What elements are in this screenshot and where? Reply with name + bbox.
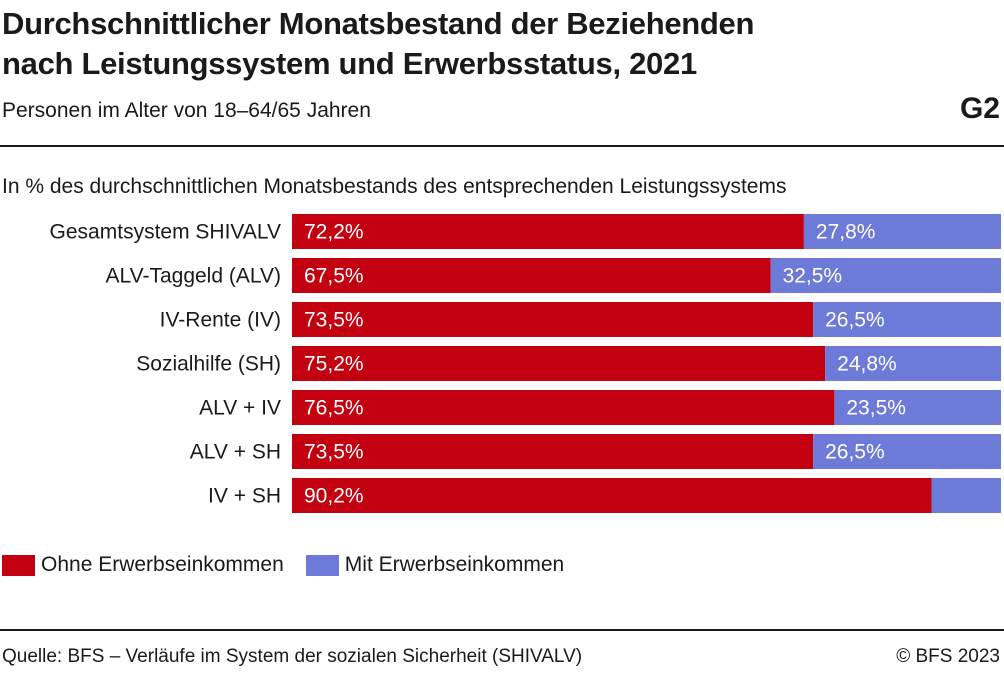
legend-item-ohne: Ohne Erwerbseinkommen (2, 553, 284, 577)
category-label: IV + SH (208, 485, 281, 508)
bar-ohne (292, 258, 771, 293)
bar-ohne (292, 346, 826, 381)
legend: Ohne Erwerbseinkommen Mit Erwerbseinkomm… (2, 553, 586, 577)
copyright: © BFS 2023 (896, 646, 1000, 667)
category-label: Gesamtsystem SHIVALV (50, 221, 281, 244)
chart-title: Durchschnittlicher Monatsbestand der Bez… (2, 4, 902, 84)
data-label-ohne: 73,5% (304, 309, 364, 332)
legend-label-mit: Mit Erwerbseinkommen (344, 553, 565, 576)
category-label: Sozialhilfe (SH) (136, 353, 281, 376)
legend-swatch-ohne (2, 554, 35, 576)
bar-mit (770, 258, 1001, 293)
bar-ohne (292, 214, 804, 249)
chart-title-line-1: Durchschnittlicher Monatsbestand der Bez… (2, 6, 755, 41)
category-label: IV-Rente (IV) (160, 309, 281, 332)
bar-mit (834, 390, 1001, 425)
category-label: ALV-Taggeld (ALV) (106, 265, 282, 288)
data-label-ohne: 72,2% (304, 221, 364, 244)
data-label-mit: 27,8% (816, 221, 876, 244)
chart-subtitle: Personen im Alter von 18–64/65 Jahren (2, 99, 371, 122)
data-label-ohne: 73,5% (304, 441, 364, 464)
data-label-mit: 32,5% (783, 265, 843, 288)
data-label-mit: 26,5% (825, 441, 885, 464)
data-label-mit: 26,5% (825, 309, 885, 332)
bar-mit (813, 434, 1001, 469)
unit-label: In % des durchschnittlichen Monatsbestan… (2, 175, 787, 198)
bar-mit (813, 302, 1001, 337)
bar-ohne (292, 478, 932, 513)
chart-title-line-2: nach Leistungssystem und Erwerbsstatus, … (2, 46, 697, 81)
bar-mit (803, 214, 1001, 249)
bar-ohne (292, 390, 835, 425)
data-label-ohne: 76,5% (304, 397, 364, 420)
data-label-ohne: 90,2% (304, 485, 364, 508)
data-label-ohne: 75,2% (304, 353, 364, 376)
legend-item-mit: Mit Erwerbseinkommen (305, 553, 565, 577)
legend-swatch-mit (305, 554, 339, 576)
source-note: Quelle: BFS – Verläufe im System der soz… (2, 646, 583, 667)
graphic-code: G2 (959, 92, 1000, 125)
data-label-mit: 23,5% (846, 397, 906, 420)
category-label: ALV + SH (190, 441, 281, 464)
category-label: ALV + IV (199, 397, 281, 420)
bar-ohne (292, 434, 814, 469)
bar-ohne (292, 302, 814, 337)
legend-label-ohne: Ohne Erwerbseinkommen (41, 553, 284, 576)
stacked-bar-chart: Gesamtsystem SHIVALV 72,2% 27,8% ALV-Taggel… (50, 214, 1001, 513)
bar-mit (931, 478, 1001, 513)
bottom-divider (0, 629, 1004, 631)
top-divider (0, 145, 1004, 147)
data-label-mit: 24,8% (837, 353, 897, 376)
bar-mit (825, 346, 1001, 381)
data-label-ohne: 67,5% (304, 265, 364, 288)
